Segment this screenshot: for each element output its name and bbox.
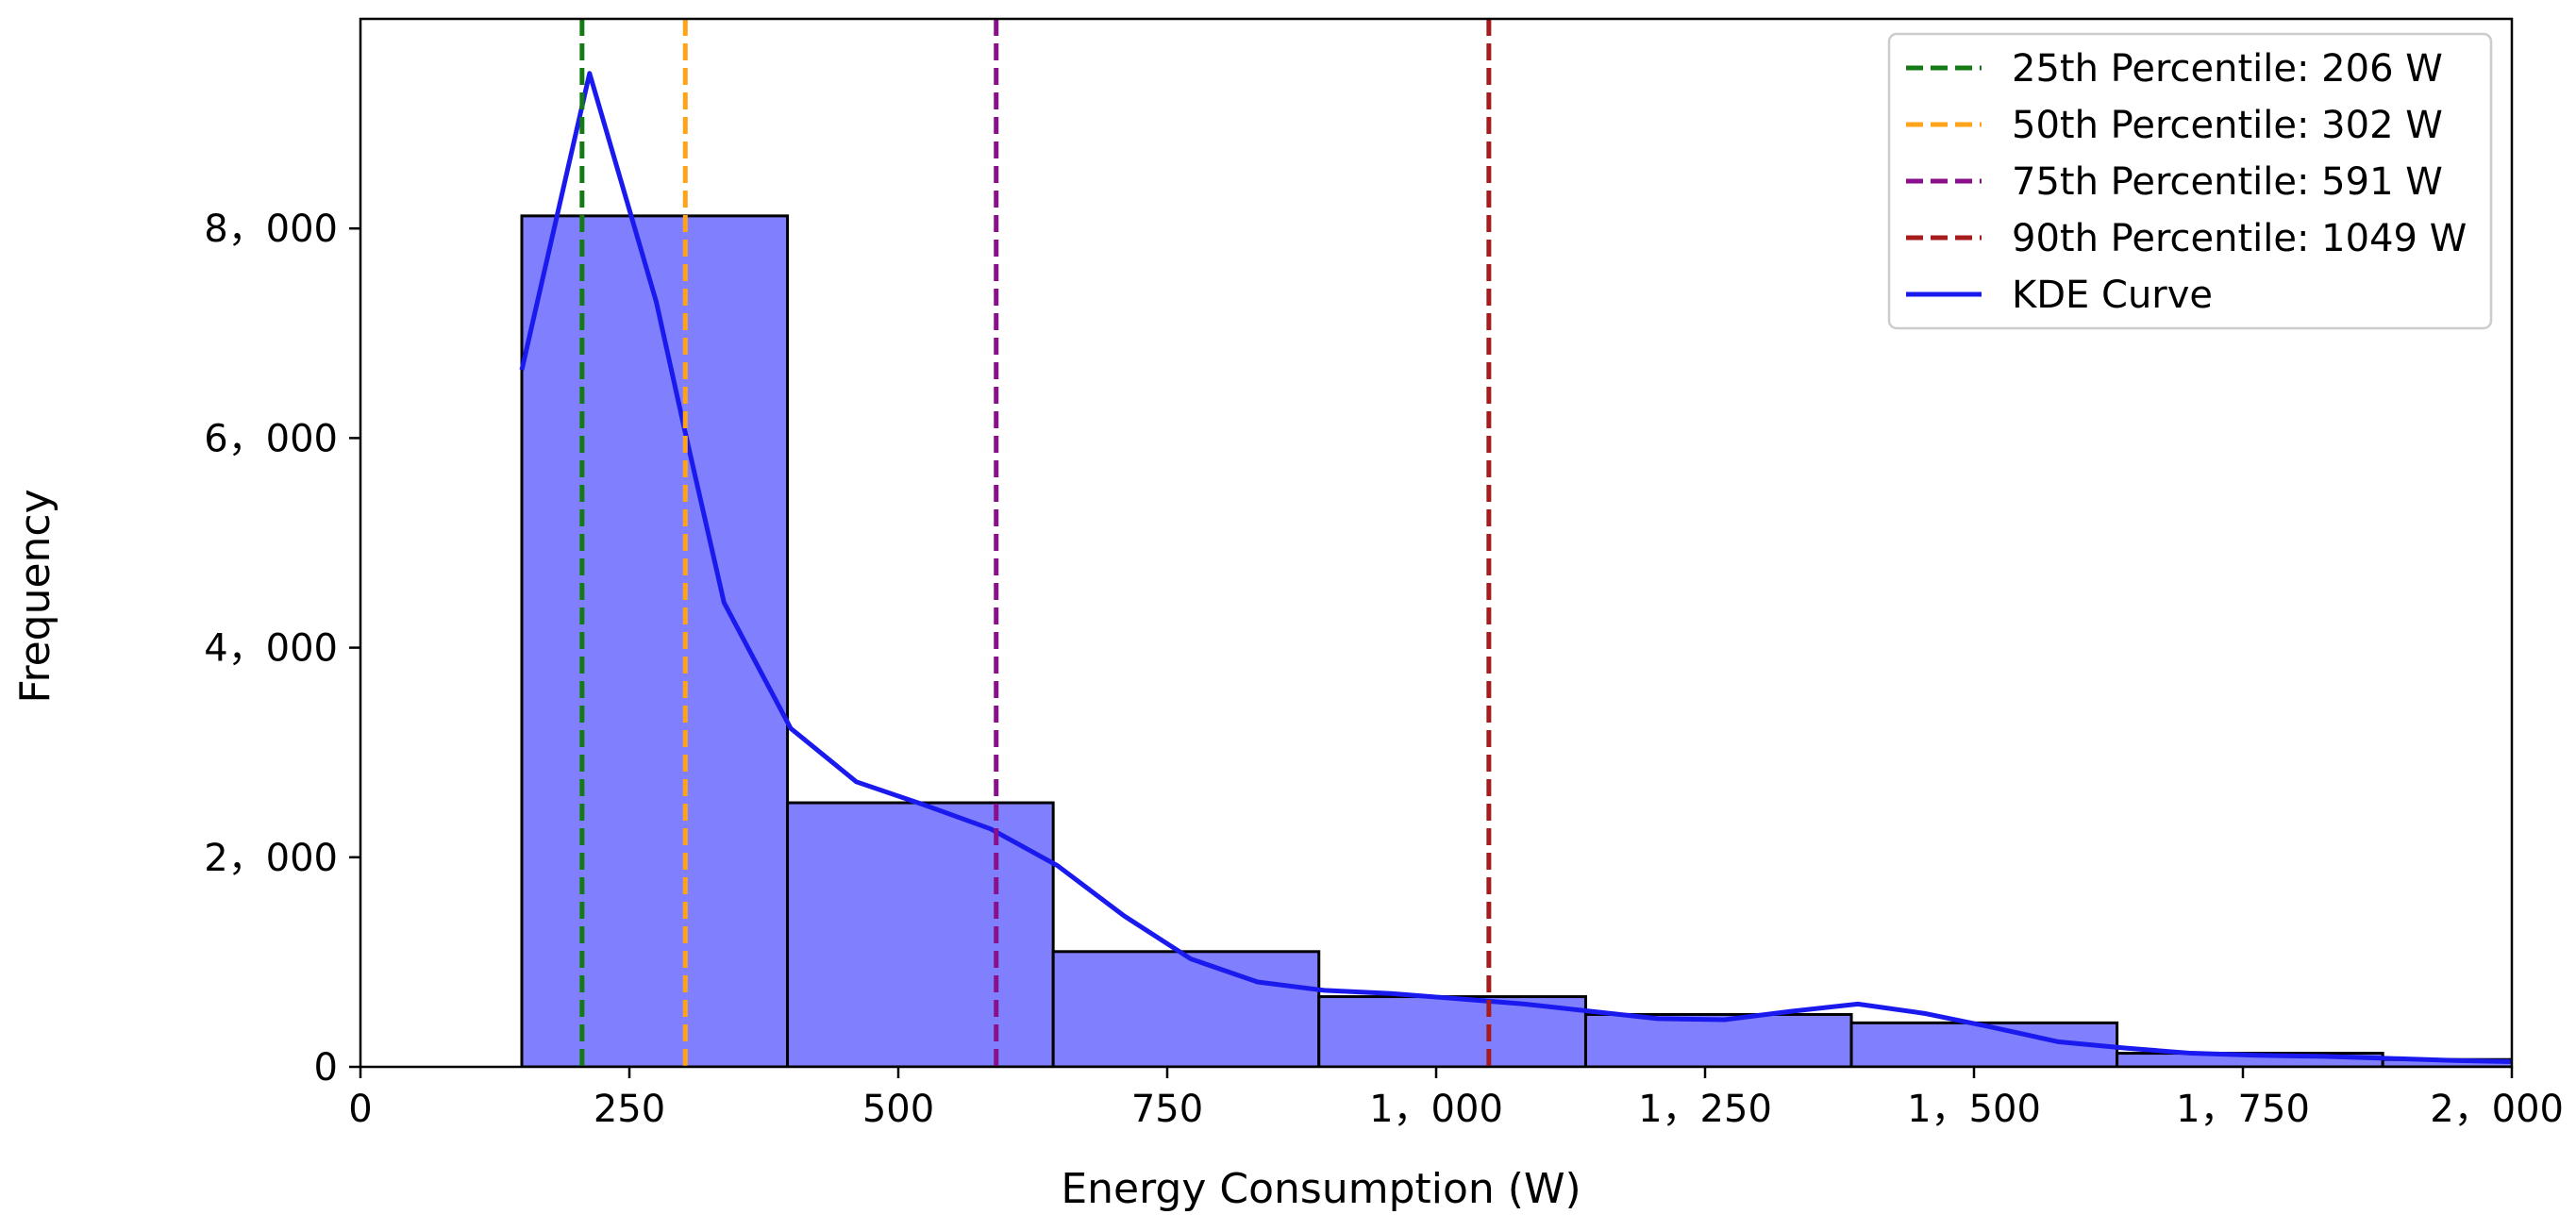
x-axis-label: Energy Consumption (W) [1061,1165,1581,1213]
y-tick-label: 4，000 [204,627,338,671]
percentile-lines [579,19,1492,1067]
histogram-bar-8 [2381,1057,2512,1067]
histogram-bar-4 [1317,995,1587,1067]
y-tick-label: 8，000 [204,208,338,251]
x-tick-label: 1，500 [1907,1088,2041,1131]
y-tick-label: 0 [314,1046,338,1090]
histogram-bars [520,214,2512,1067]
y-axis-label: Frequency [11,489,59,703]
x-tick-label: 1，750 [2176,1088,2310,1131]
legend-box [1887,32,2493,330]
x-tick-label: 750 [1131,1088,1203,1131]
x-axis-ticks: 0 250 500 750 1，000 1，250 1，500 1，750 2，000 [348,1067,2564,1131]
x-tick-label: 500 [862,1088,934,1131]
x-tick-label: 2，000 [2430,1088,2564,1131]
histogram-bar-3 [1051,950,1321,1067]
legend-label-2: 50th Percentile: 302 W [2012,104,2443,147]
legend-label-4: 90th Percentile: 1049 W [2012,217,2467,260]
histogram-bar-2 [786,801,1055,1067]
x-tick-label: 0 [348,1088,372,1131]
y-tick-label: 6，000 [204,417,338,460]
legend-label-5: KDE Curve [2012,274,2213,317]
histogram-bar-1 [520,214,790,1067]
x-tick-label: 1，000 [1369,1088,1503,1131]
legend-label-1: 25th Percentile: 206 W [2012,47,2443,91]
legend-label-3: 75th Percentile: 591 W [2012,160,2443,204]
histogram-bar-5 [1583,1012,1853,1067]
y-axis-ticks: 0 2，000 4，000 6，000 8，000 [204,208,360,1090]
legend: 25th Percentile: 206 W 50th Percentile: 3… [1887,32,2493,330]
x-tick-label: 250 [594,1088,665,1131]
y-tick-label: 2，000 [204,837,338,880]
x-tick-label: 1，250 [1638,1088,1772,1131]
